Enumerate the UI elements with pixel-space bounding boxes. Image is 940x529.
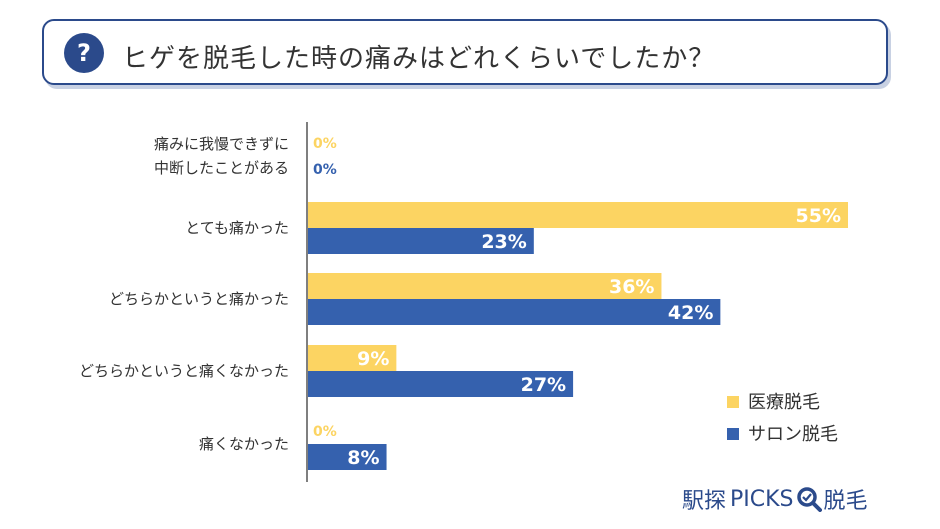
category-label: とても痛かった	[185, 219, 289, 237]
bar	[308, 371, 574, 397]
data-label: 0%	[313, 162, 337, 178]
title-box: ? ヒゲを脱毛した時の痛みはどれくらいでしたか？	[42, 19, 888, 85]
legend-swatch	[727, 428, 739, 440]
question-icon: ?	[64, 33, 104, 73]
chart-title: ヒゲを脱毛した時の痛みはどれくらいでしたか？	[122, 44, 716, 74]
bar	[308, 228, 534, 254]
category-label: 痛みに我慢できずに	[154, 135, 289, 153]
legend-swatch	[727, 396, 739, 408]
data-label: 0%	[313, 136, 337, 152]
logo-suffix: 脱毛	[823, 489, 868, 514]
legend-label: 医療脱毛	[748, 392, 820, 413]
logo: 駅探 PICKS 脱毛	[682, 484, 868, 515]
data-label: 0%	[313, 424, 337, 440]
category-label: 痛くなかった	[199, 435, 289, 453]
logo-kanji: 駅探	[682, 489, 727, 514]
data-label: 8%	[347, 447, 379, 469]
legend-label: サロン脱毛	[748, 424, 838, 445]
category-label: どちらかというと痛かった	[109, 290, 289, 308]
bar	[308, 345, 397, 371]
data-label: 42%	[668, 302, 713, 324]
bar	[308, 299, 721, 325]
bar	[308, 202, 848, 228]
data-label: 23%	[481, 231, 526, 253]
bar	[308, 444, 387, 470]
data-label: 27%	[521, 374, 566, 396]
data-label: 9%	[357, 348, 389, 370]
magnifier-icon	[796, 487, 822, 512]
data-label: 36%	[609, 276, 654, 298]
bar	[308, 273, 662, 299]
category-label: どちらかというと痛くなかった	[79, 362, 289, 380]
logo-brand: PICKS	[730, 486, 794, 512]
data-label: 55%	[796, 205, 841, 227]
category-label: 中断したことがある	[154, 159, 289, 177]
